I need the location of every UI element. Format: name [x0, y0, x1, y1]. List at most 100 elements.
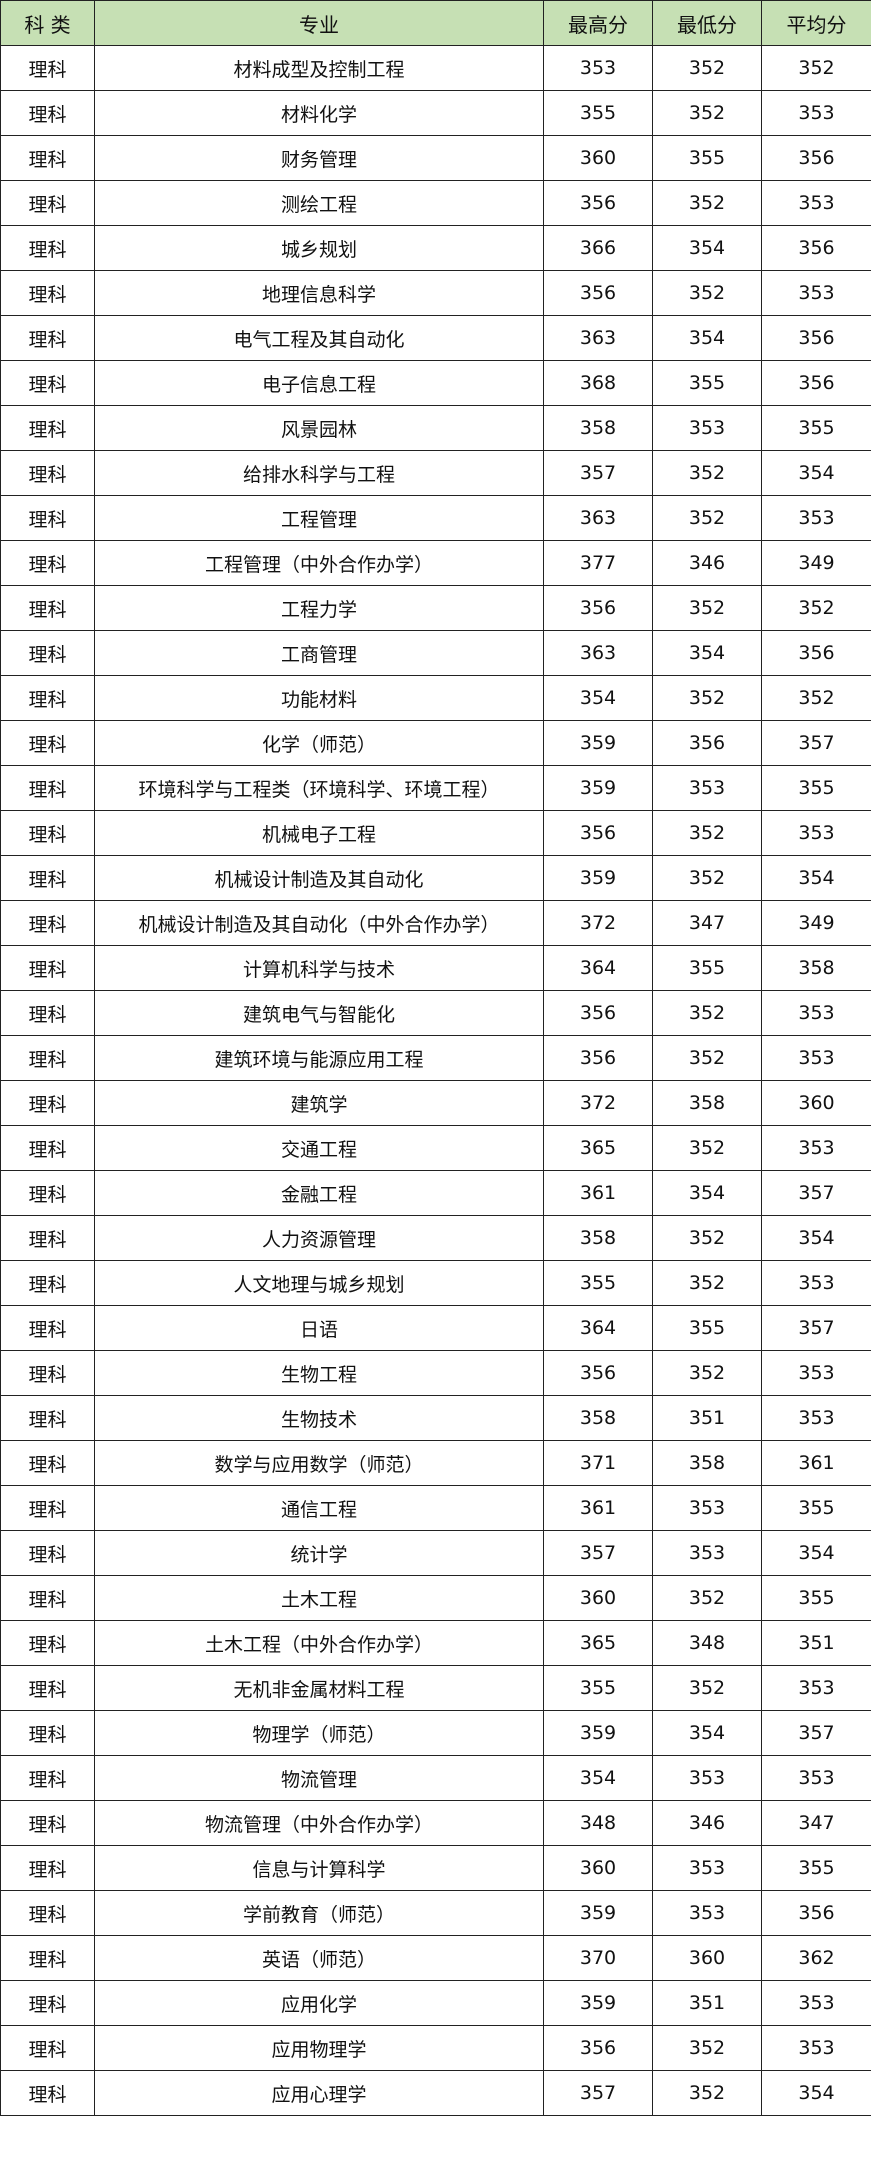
cell-category: 理科: [0, 1035, 95, 1081]
cell-major: 生物技术: [94, 1395, 544, 1441]
table-row: 理科 交通工程 365 352 353: [0, 1125, 871, 1171]
cell-min-score: 353: [652, 1485, 762, 1531]
cell-avg-score: 353: [761, 180, 871, 226]
cell-major: 化学（师范）: [94, 720, 544, 766]
cell-category: 理科: [0, 1665, 95, 1711]
header-major: 专业: [94, 0, 544, 46]
cell-avg-score: 352: [761, 585, 871, 631]
cell-max-score: 363: [543, 315, 653, 361]
cell-avg-score: 354: [761, 855, 871, 901]
cell-major: 统计学: [94, 1530, 544, 1576]
cell-category: 理科: [0, 720, 95, 766]
cell-category: 理科: [0, 45, 95, 91]
cell-category: 理科: [0, 1215, 95, 1261]
cell-major: 环境科学与工程类（环境科学、环境工程）: [94, 765, 544, 811]
table-row: 理科 无机非金属材料工程 355 352 353: [0, 1665, 871, 1711]
cell-min-score: 352: [652, 90, 762, 136]
table-row: 理科 通信工程 361 353 355: [0, 1485, 871, 1531]
cell-avg-score: 356: [761, 315, 871, 361]
cell-min-score: 353: [652, 765, 762, 811]
cell-major: 应用心理学: [94, 2070, 544, 2116]
cell-avg-score: 356: [761, 135, 871, 181]
cell-avg-score: 355: [761, 1575, 871, 1621]
table-row: 理科 材料化学 355 352 353: [0, 90, 871, 136]
cell-major: 土木工程（中外合作办学）: [94, 1620, 544, 1666]
cell-min-score: 353: [652, 1530, 762, 1576]
cell-category: 理科: [0, 1305, 95, 1351]
cell-max-score: 354: [543, 1755, 653, 1801]
cell-min-score: 354: [652, 1170, 762, 1216]
cell-min-score: 352: [652, 1215, 762, 1261]
cell-max-score: 356: [543, 270, 653, 316]
cell-min-score: 360: [652, 1935, 762, 1981]
cell-category: 理科: [0, 1395, 95, 1441]
cell-major: 功能材料: [94, 675, 544, 721]
cell-category: 理科: [0, 1620, 95, 1666]
cell-category: 理科: [0, 810, 95, 856]
cell-major: 工程管理（中外合作办学）: [94, 540, 544, 586]
cell-avg-score: 361: [761, 1440, 871, 1486]
header-max-score: 最高分: [543, 0, 653, 46]
cell-min-score: 358: [652, 1440, 762, 1486]
cell-max-score: 359: [543, 855, 653, 901]
table-row: 理科 人文地理与城乡规划 355 352 353: [0, 1260, 871, 1306]
cell-avg-score: 353: [761, 270, 871, 316]
cell-min-score: 352: [652, 1665, 762, 1711]
cell-avg-score: 362: [761, 1935, 871, 1981]
cell-max-score: 359: [543, 1890, 653, 1936]
cell-avg-score: 356: [761, 360, 871, 406]
cell-avg-score: 357: [761, 1170, 871, 1216]
cell-min-score: 346: [652, 540, 762, 586]
cell-max-score: 370: [543, 1935, 653, 1981]
cell-avg-score: 356: [761, 1890, 871, 1936]
cell-max-score: 364: [543, 1305, 653, 1351]
cell-avg-score: 349: [761, 900, 871, 946]
table-row: 理科 机械设计制造及其自动化（中外合作办学） 372 347 349: [0, 900, 871, 946]
cell-min-score: 354: [652, 1710, 762, 1756]
cell-min-score: 354: [652, 225, 762, 271]
cell-category: 理科: [0, 990, 95, 1036]
table-row: 理科 建筑学 372 358 360: [0, 1080, 871, 1126]
cell-major: 交通工程: [94, 1125, 544, 1171]
cell-max-score: 377: [543, 540, 653, 586]
header-category: 科 类: [0, 0, 95, 46]
cell-avg-score: 357: [761, 720, 871, 766]
cell-avg-score: 354: [761, 1530, 871, 1576]
table-row: 理科 地理信息科学 356 352 353: [0, 270, 871, 316]
cell-min-score: 352: [652, 810, 762, 856]
cell-major: 无机非金属材料工程: [94, 1665, 544, 1711]
table-row: 理科 土木工程（中外合作办学） 365 348 351: [0, 1620, 871, 1666]
table-row: 理科 日语 364 355 357: [0, 1305, 871, 1351]
cell-avg-score: 353: [761, 1665, 871, 1711]
cell-max-score: 355: [543, 1260, 653, 1306]
cell-avg-score: 360: [761, 1080, 871, 1126]
cell-max-score: 358: [543, 405, 653, 451]
cell-category: 理科: [0, 225, 95, 271]
cell-category: 理科: [0, 585, 95, 631]
cell-major: 日语: [94, 1305, 544, 1351]
cell-category: 理科: [0, 1440, 95, 1486]
cell-major: 机械设计制造及其自动化: [94, 855, 544, 901]
cell-min-score: 346: [652, 1800, 762, 1846]
cell-avg-score: 352: [761, 45, 871, 91]
cell-avg-score: 347: [761, 1800, 871, 1846]
cell-category: 理科: [0, 1800, 95, 1846]
cell-avg-score: 353: [761, 495, 871, 541]
cell-min-score: 352: [652, 1350, 762, 1396]
cell-major: 机械电子工程: [94, 810, 544, 856]
cell-min-score: 354: [652, 315, 762, 361]
cell-max-score: 363: [543, 630, 653, 676]
cell-major: 工商管理: [94, 630, 544, 676]
table-row: 理科 工程管理（中外合作办学） 377 346 349: [0, 540, 871, 586]
cell-min-score: 358: [652, 1080, 762, 1126]
cell-major: 计算机科学与技术: [94, 945, 544, 991]
cell-min-score: 353: [652, 1845, 762, 1891]
table-row: 理科 机械电子工程 356 352 353: [0, 810, 871, 856]
table-row: 理科 城乡规划 366 354 356: [0, 225, 871, 271]
table-row: 理科 电气工程及其自动化 363 354 356: [0, 315, 871, 361]
cell-max-score: 354: [543, 675, 653, 721]
table-row: 理科 材料成型及控制工程 353 352 352: [0, 45, 871, 91]
table-row: 理科 金融工程 361 354 357: [0, 1170, 871, 1216]
cell-max-score: 371: [543, 1440, 653, 1486]
cell-max-score: 356: [543, 1350, 653, 1396]
